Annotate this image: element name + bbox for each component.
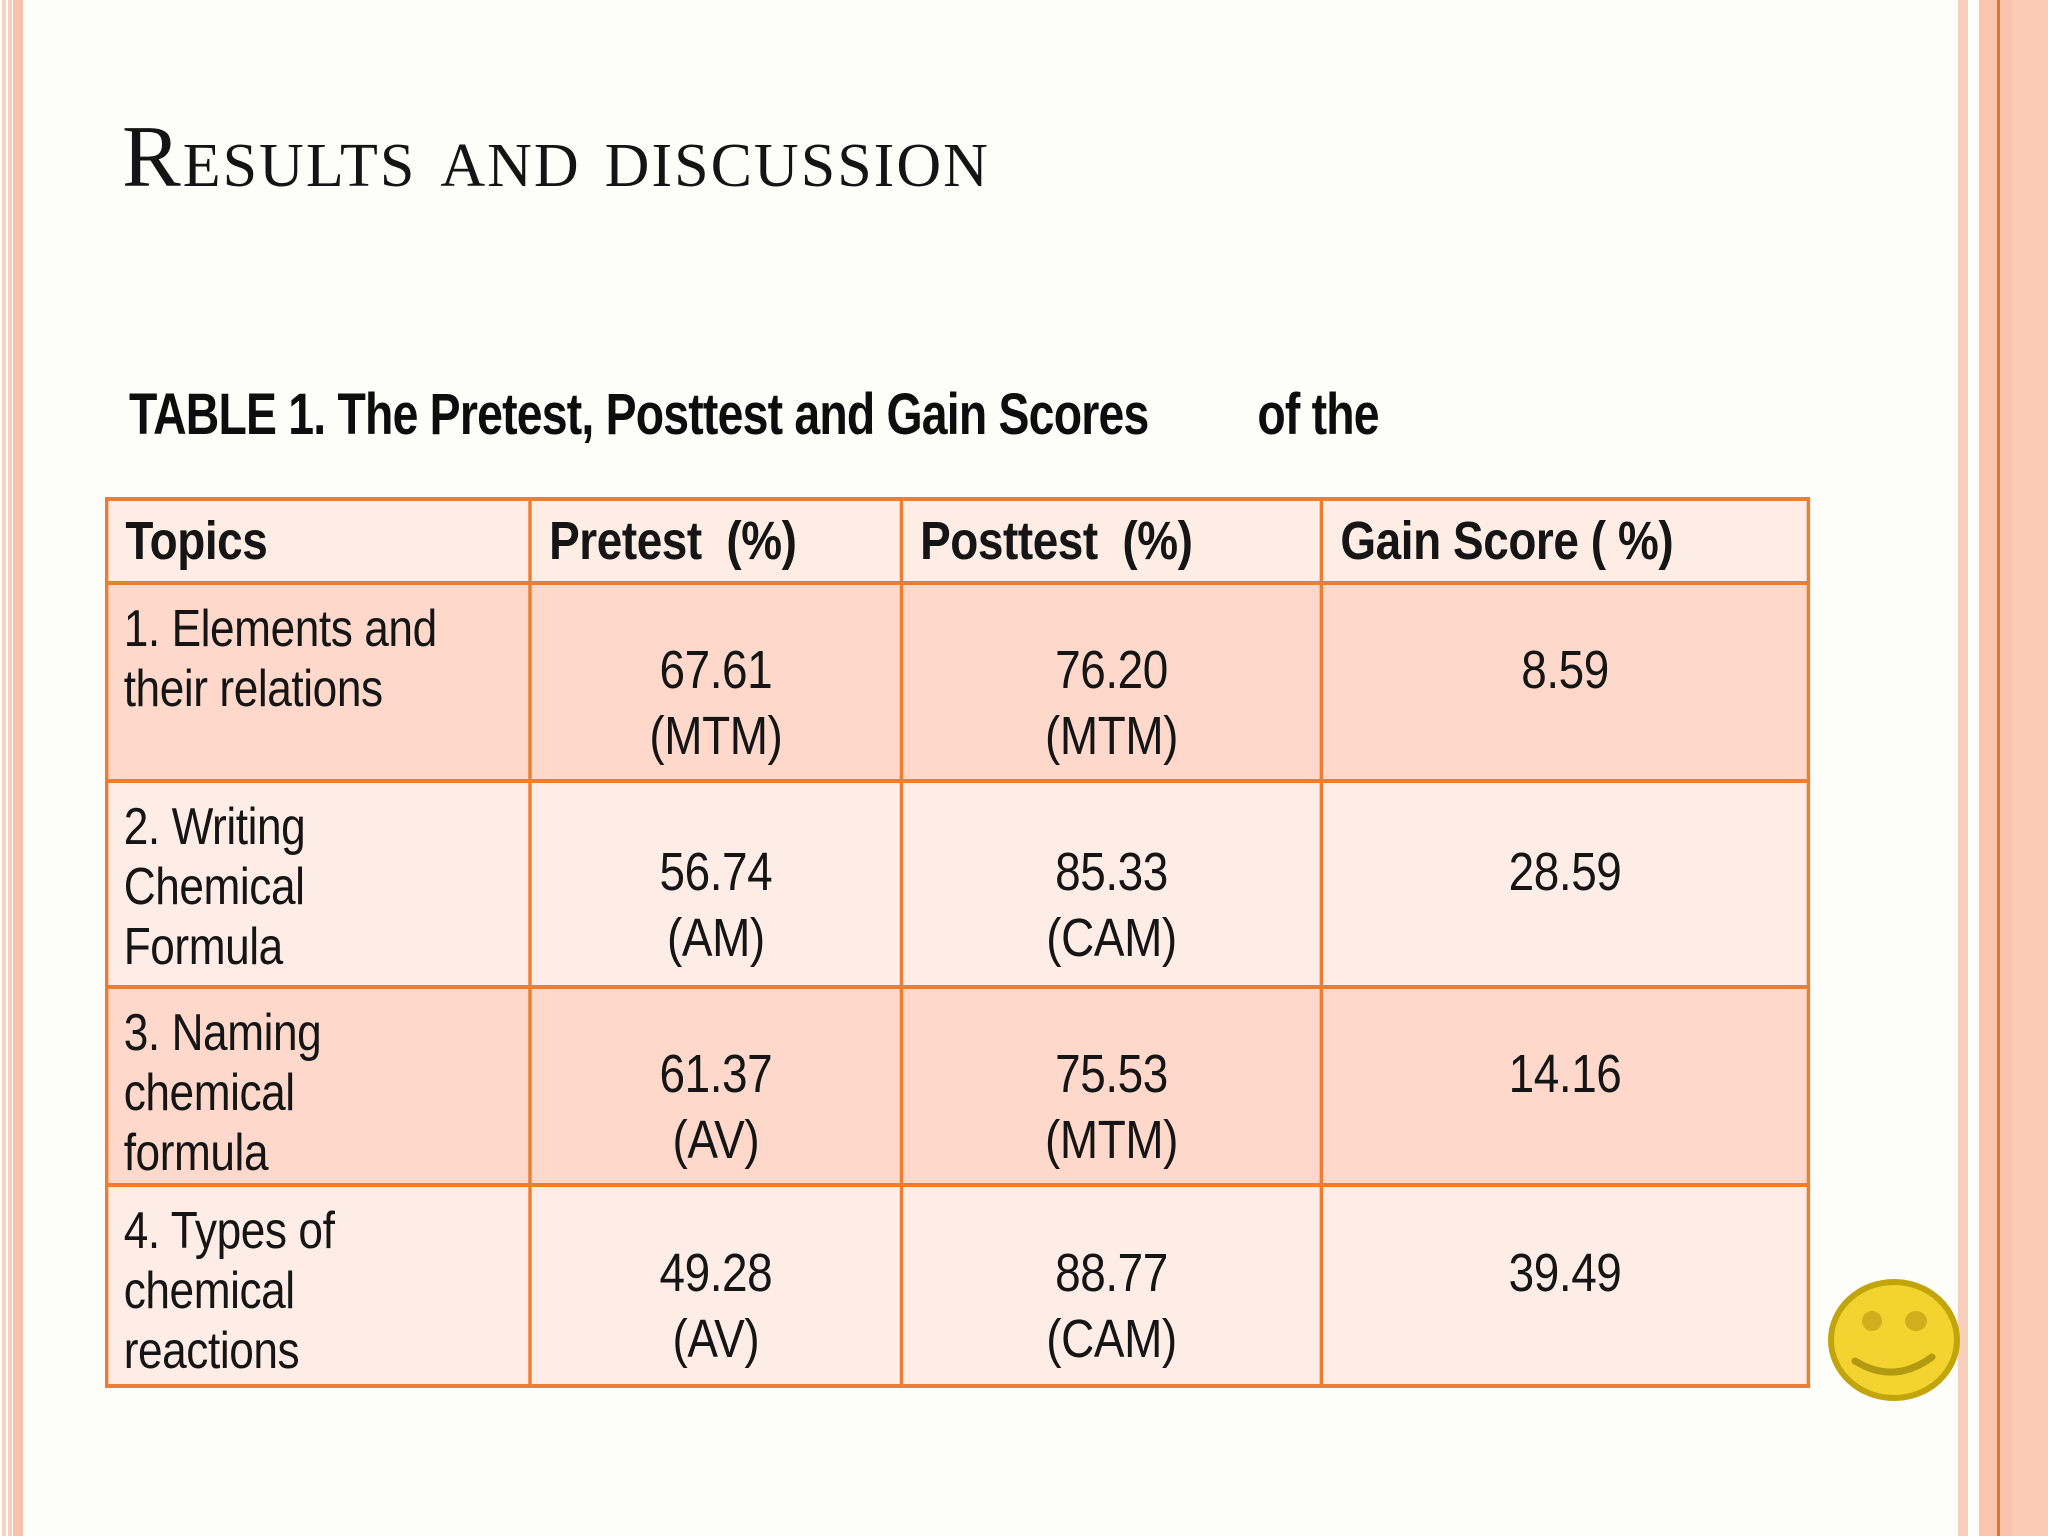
posttest-cell: 85.33 (CAM)	[899, 779, 1324, 989]
posttest-cell: 76.20 (MTM)	[899, 581, 1324, 783]
table-caption-line: TABLE 1. The Pretest, Posttest and Gain …	[129, 382, 1380, 447]
gain-score-cell: 28.59	[1319, 779, 1811, 989]
column-header-posttest: Posttest (%)	[899, 497, 1324, 585]
gain-score-cell: 39.49	[1319, 1183, 1811, 1388]
posttest-mastery-code: (CAM)	[1046, 907, 1177, 968]
table-row: 4. Types of chemical reactions 49.28 (AV…	[104, 1183, 1811, 1388]
left-border-stripe	[2, 0, 6, 1536]
right-border-stripe	[2012, 0, 2048, 1536]
gain-score-spacer	[1324, 905, 1806, 971]
slide-title: Results and discussion	[122, 109, 990, 206]
pretest-value: 49.28	[659, 1243, 773, 1303]
posttest-mastery-code: (MTM)	[1045, 1109, 1179, 1170]
topic-cell: 1. Elements and their relations	[104, 581, 533, 783]
pretest-mastery-code: (AM)	[667, 907, 765, 968]
posttest-cell: 75.53 (MTM)	[899, 985, 1324, 1187]
gain-score-cell: 14.16	[1319, 985, 1811, 1187]
results-table-container: Topics Pretest (%) Posttest (%) Gain Sco…	[104, 497, 1811, 1388]
pretest-mastery-code: (AV)	[672, 1309, 760, 1369]
pretest-cell: 56.74 (AM)	[528, 779, 904, 989]
results-table: Topics Pretest (%) Posttest (%) Gain Sco…	[104, 497, 1811, 1388]
posttest-mastery-code: (CAM)	[1046, 1309, 1177, 1369]
column-header-topics: Topics	[104, 497, 533, 585]
pretest-value: 67.61	[659, 639, 773, 700]
left-border-stripe	[13, 0, 23, 1536]
gain-score-spacer	[1324, 1107, 1806, 1173]
topic-cell: 3. Naming chemical formula	[104, 985, 533, 1187]
pretest-value: 61.37	[659, 1043, 773, 1104]
gain-score-value: 8.59	[1521, 639, 1609, 700]
topic-cell: 4. Types of chemical reactions	[104, 1183, 533, 1388]
gain-score-value: 39.49	[1508, 1243, 1622, 1303]
pretest-mastery-code: (MTM)	[649, 705, 783, 766]
gain-score-spacer	[1324, 1306, 1806, 1372]
table-row: 3. Naming chemical formula 61.37 (AV) 75…	[104, 985, 1811, 1187]
posttest-value: 85.33	[1055, 841, 1168, 902]
pretest-mastery-code: (AV)	[672, 1109, 760, 1170]
posttest-value: 88.77	[1055, 1243, 1168, 1303]
gain-score-value: 14.16	[1508, 1043, 1622, 1104]
table-row: 2. Writing Chemical Formula 56.74 (AM) 8…	[104, 779, 1811, 989]
posttest-cell: 88.77 (CAM)	[899, 1183, 1324, 1388]
pretest-value: 56.74	[659, 841, 773, 902]
pretest-cell: 67.61 (MTM)	[528, 581, 904, 783]
right-border-stripe	[1979, 0, 1997, 1536]
gain-score-spacer	[1324, 703, 1806, 769]
smiley-face-icon	[1824, 1277, 1964, 1407]
posttest-value: 76.20	[1055, 639, 1168, 700]
column-header-gain-score: Gain Score ( %)	[1319, 497, 1811, 585]
gain-score-value: 28.59	[1508, 841, 1622, 902]
right-border-stripe	[2000, 0, 2012, 1536]
pretest-cell: 49.28 (AV)	[528, 1183, 904, 1388]
pretest-cell: 61.37 (AV)	[528, 985, 904, 1187]
posttest-value: 75.53	[1055, 1043, 1168, 1104]
gain-score-cell: 8.59	[1319, 581, 1811, 783]
table-header-row: Topics Pretest (%) Posttest (%) Gain Sco…	[104, 497, 1811, 585]
right-border-stripe	[1958, 0, 1968, 1536]
right-border-accent-line	[1997, 0, 2000, 1536]
column-header-pretest: Pretest (%)	[528, 497, 904, 585]
table-row: 1. Elements and their relations 67.61 (M…	[104, 581, 1811, 783]
topic-cell: 2. Writing Chemical Formula	[104, 779, 533, 989]
left-border-stripe	[8, 0, 12, 1536]
posttest-mastery-code: (MTM)	[1045, 705, 1179, 766]
